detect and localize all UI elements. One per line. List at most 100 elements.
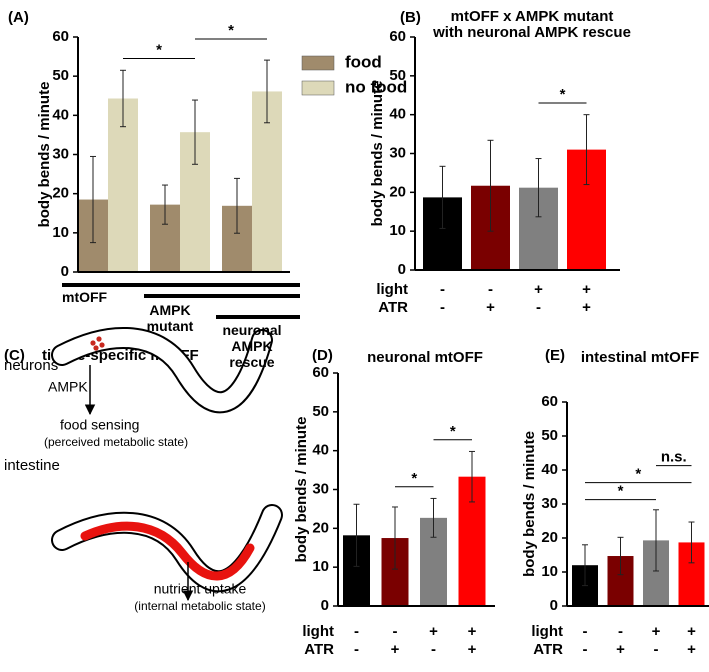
y-axis-label: body bends / minute — [36, 82, 53, 228]
condition-name: light — [531, 623, 563, 640]
y-tick-label: 10 — [541, 563, 558, 580]
y-tick-label: 60 — [389, 28, 406, 45]
y-tick-label: 30 — [541, 495, 558, 512]
food-sensing-note: (perceived metabolic state) — [44, 435, 188, 449]
y-tick-label: 40 — [541, 461, 558, 478]
condition-value: - — [583, 623, 588, 640]
genotype-label-line: mtOFF — [62, 289, 108, 305]
nutrient-uptake: nutrient uptake — [154, 581, 247, 597]
y-tick-label: 50 — [389, 67, 406, 84]
neuron — [96, 336, 102, 342]
panel-label: (E) — [545, 347, 565, 364]
panel-label: (D) — [312, 347, 333, 364]
genotype-label-line: mutant — [147, 318, 194, 334]
legend-swatch — [301, 80, 335, 96]
y-tick-label: 60 — [541, 393, 558, 410]
y-tick-label: 50 — [52, 67, 69, 84]
condition-value: + — [616, 641, 625, 658]
chart-title: with neuronal AMPK rescue — [432, 24, 631, 41]
y-tick-label: 60 — [312, 364, 329, 381]
error-bar — [264, 59, 270, 124]
y-tick-label: 20 — [541, 529, 558, 546]
y-tick-label: 50 — [312, 403, 329, 420]
error-bar — [487, 139, 494, 232]
significance-label: * — [228, 22, 234, 39]
neuron — [99, 342, 105, 348]
y-tick-label: 40 — [389, 106, 406, 123]
y-tick-label: 10 — [52, 224, 69, 241]
condition-value: - — [431, 641, 436, 658]
condition-value: - — [654, 641, 659, 658]
error-bar — [617, 536, 624, 576]
condition-name: light — [376, 281, 408, 298]
y-tick-label: 10 — [389, 222, 406, 239]
y-tick-label: 40 — [312, 442, 329, 459]
y-tick-label: 0 — [321, 597, 329, 614]
condition-value: - — [536, 299, 541, 316]
bar — [108, 98, 138, 272]
error-bar — [162, 184, 168, 225]
error-bar — [234, 177, 240, 234]
intestine-tissue — [80, 521, 255, 581]
genotype-label: neuronal AMPK rescue — [222, 322, 281, 370]
genotype-label-line: AMPK — [149, 302, 190, 318]
error-bar — [392, 506, 398, 570]
y-tick-label: 0 — [398, 261, 406, 278]
neuron — [90, 340, 96, 346]
food-sensing: food sensing — [60, 417, 139, 433]
condition-name: ATR — [533, 641, 563, 658]
condition-value: - — [354, 641, 359, 658]
y-axis-label: body bends / minute — [293, 417, 310, 563]
legend-swatch — [301, 55, 335, 71]
condition-value: - — [488, 281, 493, 298]
significance-label: * — [450, 423, 456, 440]
chart-title: mtOFF x AMPK mutant — [451, 8, 614, 25]
error-bar — [582, 544, 588, 587]
panel-label: (A) — [8, 9, 29, 26]
y-tick-label: 20 — [312, 519, 329, 536]
condition-value: + — [468, 623, 477, 640]
y-tick-label: 40 — [52, 106, 69, 123]
error-bar — [439, 165, 446, 229]
y-tick-label: 0 — [61, 263, 69, 280]
significance-label: n.s. — [661, 449, 687, 466]
condition-value: - — [440, 299, 445, 316]
significance-label: * — [618, 483, 624, 500]
condition-value: + — [652, 623, 661, 640]
condition-value: - — [354, 623, 359, 640]
chart-title: intestinal mtOFF — [581, 349, 699, 366]
y-tick-label: 10 — [312, 558, 329, 575]
error-bar — [430, 497, 437, 538]
intestine-label: intestine — [4, 457, 60, 474]
condition-value: - — [618, 623, 623, 640]
error-bar — [469, 450, 475, 503]
neurons-label: neurons — [4, 357, 58, 374]
ampk-label: AMPK — [48, 379, 88, 395]
error-bar — [535, 158, 542, 218]
condition-value: + — [582, 281, 591, 298]
neuron — [93, 345, 99, 351]
condition-value: + — [391, 641, 400, 658]
condition-name: ATR — [304, 641, 334, 658]
error-bar — [120, 69, 126, 128]
condition-value: - — [393, 623, 398, 640]
condition-value: + — [534, 281, 543, 298]
y-axis-label: body bends / minute — [521, 431, 538, 577]
y-tick-label: 30 — [52, 145, 69, 162]
significance-label: * — [635, 466, 641, 483]
panel-label: (B) — [400, 9, 421, 26]
condition-value: + — [468, 641, 477, 658]
y-tick-label: 50 — [541, 427, 558, 444]
error-bar — [353, 503, 360, 567]
significance-label: * — [156, 42, 162, 59]
genotype-label-line: AMPK — [231, 338, 272, 354]
y-tick-label: 20 — [389, 183, 406, 200]
condition-name: ATR — [378, 299, 408, 316]
condition-value: - — [583, 641, 588, 658]
y-tick-label: 30 — [389, 144, 406, 161]
error-bar — [90, 155, 96, 244]
condition-name: light — [302, 623, 334, 640]
error-bar — [583, 114, 590, 186]
